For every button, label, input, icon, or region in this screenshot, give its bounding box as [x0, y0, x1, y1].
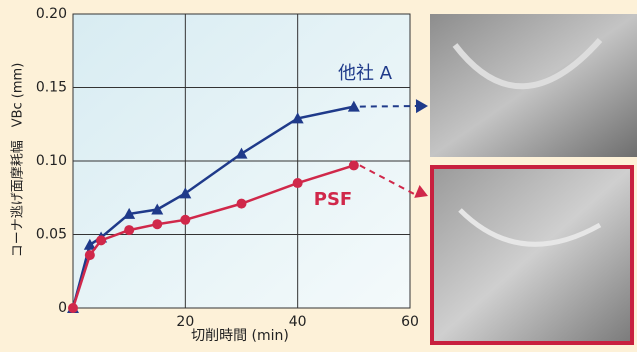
arrow-head — [416, 99, 428, 113]
y-axis-label: コーナ逃げ面摩耗幅 VBc (mm) — [10, 63, 26, 258]
x-tick-label: 60 — [401, 314, 419, 330]
photo-psf — [432, 167, 632, 343]
marker — [293, 178, 303, 188]
marker — [96, 235, 106, 245]
marker — [68, 303, 78, 313]
marker — [180, 215, 190, 225]
marker — [349, 160, 359, 170]
y-tick-label: 0 — [58, 300, 67, 316]
marker — [85, 250, 95, 260]
marker — [124, 225, 134, 235]
series-label: PSF — [314, 189, 352, 210]
marker — [237, 199, 247, 209]
y-tick-label: 0.15 — [36, 80, 67, 96]
series-label: 他社 A — [338, 63, 393, 84]
x-tick-label: 40 — [289, 314, 307, 330]
x-tick-label: 20 — [176, 314, 194, 330]
x-axis-label: 切削時間 (min) — [191, 328, 289, 344]
y-tick-label: 0.10 — [36, 153, 67, 169]
y-tick-label: 0.20 — [36, 6, 67, 22]
y-tick-label: 0.05 — [36, 227, 67, 243]
marker — [152, 219, 162, 229]
chart: 切削時間 (min) コーナ逃げ面摩耗幅 VBc (mm) 0 0.05 0.10 0… — [0, 0, 637, 352]
arrow-head — [414, 185, 428, 198]
